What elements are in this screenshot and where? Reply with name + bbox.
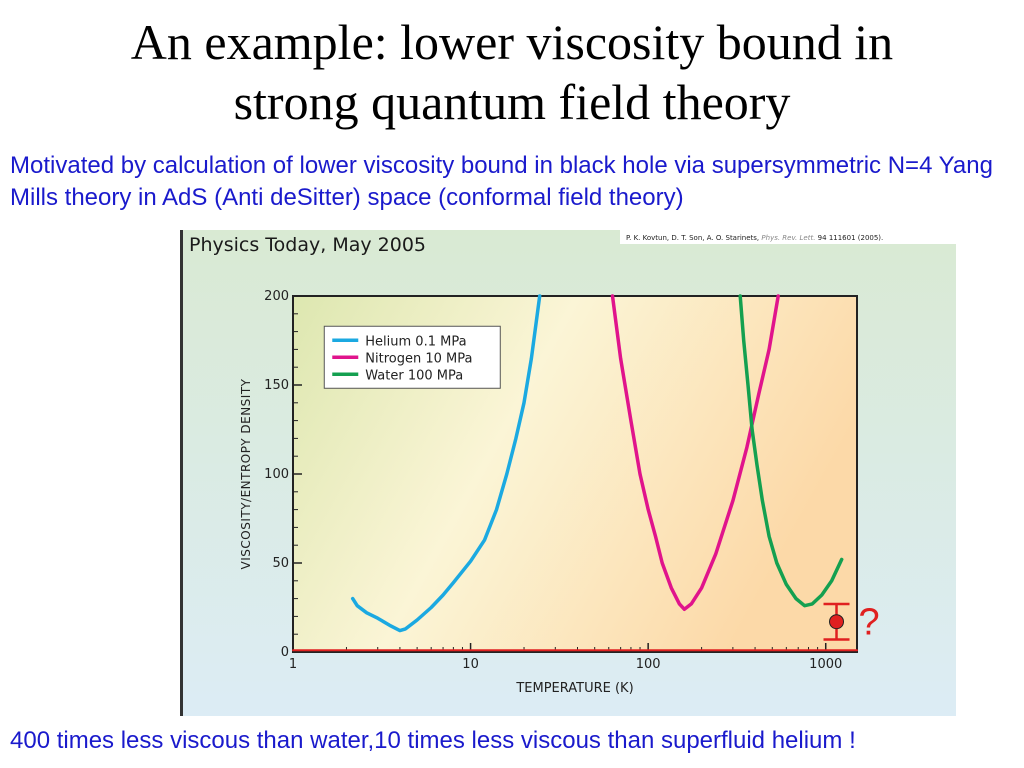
y-tick-label: 100	[264, 467, 289, 482]
citation: P. K. Kovtun, D. T. Son, A. O. Starinets…	[626, 234, 883, 242]
figure-panel: Physics Today, May 2005 P. K. Kovtun, D.…	[180, 230, 956, 716]
series-line-water-100-mpa	[738, 294, 844, 608]
x-axis-label: TEMPERATURE (K)	[515, 681, 633, 696]
legend-label: Helium 0.1 MPa	[365, 334, 466, 349]
legend: Helium 0.1 MPa Nitrogen 10 MPa Water 100 M…	[323, 325, 501, 389]
x-tick-label: 10	[462, 657, 479, 672]
citation-authors: P. K. Kovtun, D. T. Son, A. O. Starinets…	[626, 234, 759, 242]
bound-point	[829, 614, 845, 630]
source-label: Physics Today, May 2005	[189, 234, 426, 256]
question-mark: ?	[859, 602, 880, 644]
y-tick-label: 50	[272, 556, 289, 571]
y-tick-label: 200	[264, 289, 289, 304]
legend-label: Water 100 MPa	[365, 368, 463, 383]
intro-text: Motivated by calculation of lower viscos…	[10, 152, 993, 211]
y-tick-label: 0	[281, 645, 289, 660]
annotation-group: ?	[823, 602, 880, 644]
x-tick-label: 1	[289, 657, 297, 672]
viscosity-chart: Physics Today, May 2005 P. K. Kovtun, D.…	[180, 230, 956, 716]
citation-page: 111601 (2005).	[829, 234, 883, 242]
x-tick-label: 1000	[809, 657, 842, 672]
series-line-helium-0-1-mpa	[350, 294, 542, 633]
legend-label: Nitrogen 10 MPa	[365, 351, 472, 366]
slide-title-line-2: strong quantum field theory	[233, 74, 791, 130]
slide-title-line-1: An example: lower viscosity bound in	[130, 14, 894, 70]
footer-note: 400 times less viscous than water,10 tim…	[10, 727, 856, 754]
series-line-nitrogen-10-mpa	[610, 294, 780, 612]
y-tick-label: 150	[264, 378, 289, 393]
series-group	[292, 294, 858, 652]
citation-volume: 94	[818, 234, 827, 242]
x-tick-label: 100	[636, 657, 661, 672]
slide-title: An example: lower viscosity bound in str…	[0, 12, 1024, 132]
citation-journal: Phys. Rev. Lett.	[761, 234, 815, 242]
panel-left-border	[180, 230, 183, 716]
citation-strip	[620, 230, 956, 244]
y-axis-label: VISCOSITY/ENTROPY DENSITY	[239, 378, 253, 569]
